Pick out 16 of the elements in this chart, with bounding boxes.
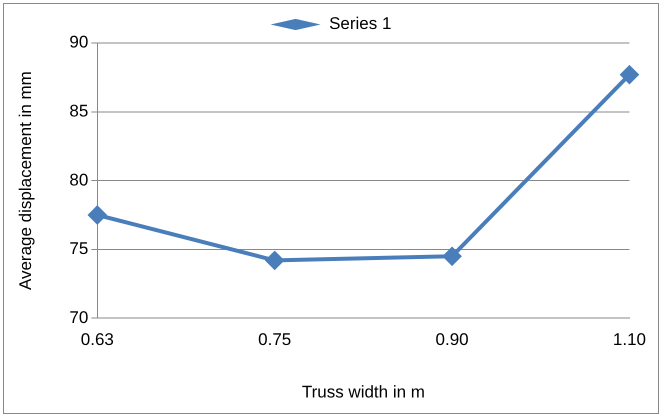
y-tick-label: 75 bbox=[69, 239, 88, 258]
x-tick-label: 0.75 bbox=[258, 330, 292, 350]
x-tick-label: 0.63 bbox=[80, 330, 114, 350]
y-axis-title: Average displacement in mm bbox=[16, 71, 35, 290]
legend-label: Series 1 bbox=[329, 14, 392, 34]
point bbox=[620, 66, 638, 84]
point bbox=[88, 206, 106, 224]
point bbox=[443, 247, 462, 266]
point bbox=[266, 251, 284, 270]
y-tick-label: 80 bbox=[69, 170, 88, 190]
y-tick-label: 85 bbox=[69, 101, 88, 120]
y-tick-label: 90 bbox=[69, 32, 88, 52]
x-tick-label: 1.10 bbox=[612, 330, 646, 350]
x-tick-label: 0.90 bbox=[436, 330, 469, 350]
y-tick-label: 70 bbox=[69, 308, 88, 327]
x-axis-title: Truss width in m bbox=[302, 382, 425, 402]
